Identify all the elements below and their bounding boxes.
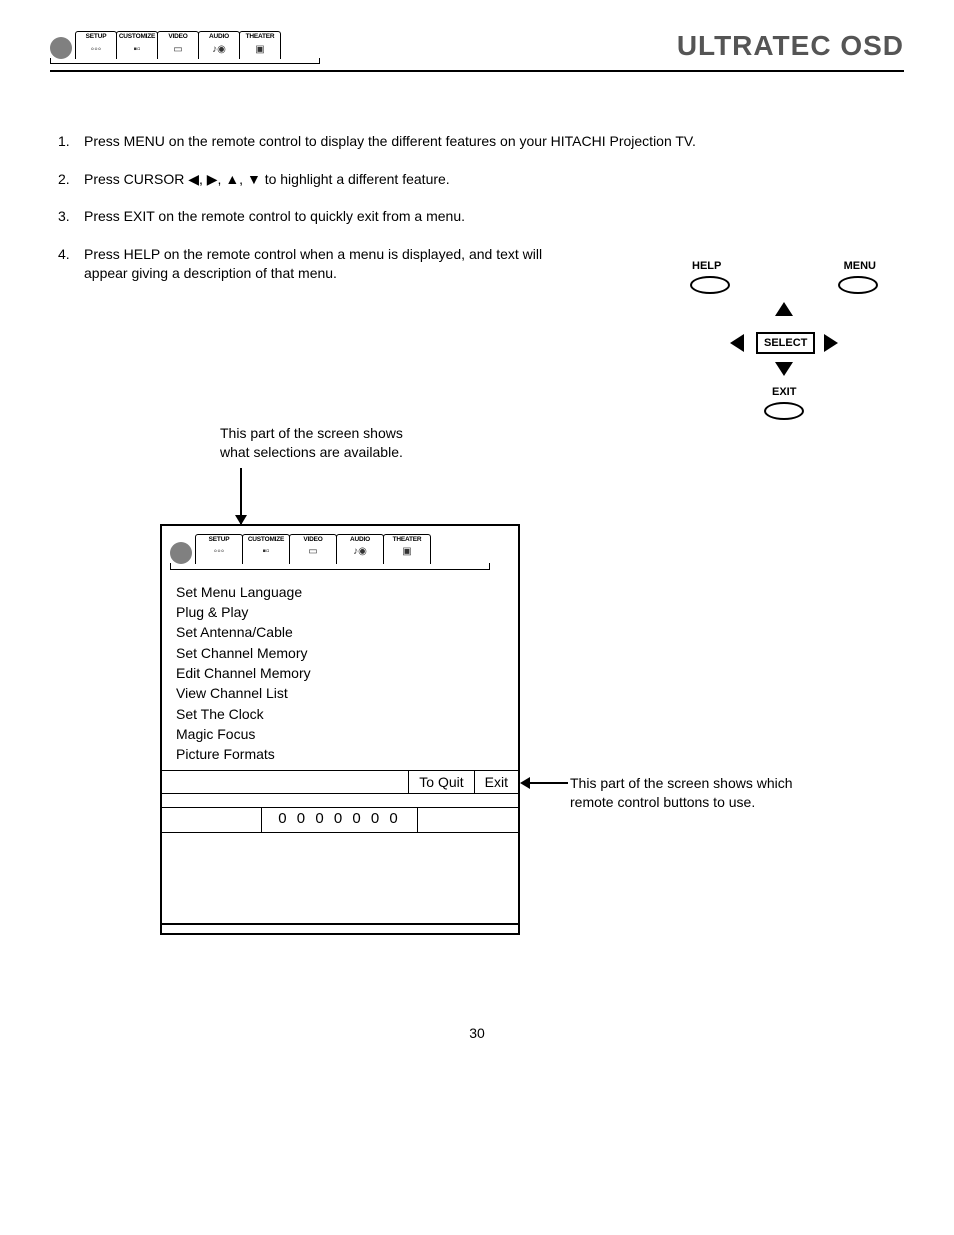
tab-video: VIDEO ▭ xyxy=(157,31,199,59)
counter-row: 0 0 0 0 0 0 0 xyxy=(162,807,518,833)
tab-video: VIDEO ▭ xyxy=(289,534,337,564)
header-tabstrip-container: SETUP ◦◦◦ CUSTOMIZE ▪▫ VIDEO ▭ AUDIO ♪◉ … xyxy=(50,31,320,64)
tab-setup: SETUP ◦◦◦ xyxy=(195,534,243,564)
remote-diagram: HELP MENU SELECT EXIT xyxy=(684,260,884,430)
tv-tabstrip: SETUP ◦◦◦ CUSTOMIZE ▪▫ VIDEO ▭ xyxy=(170,534,510,564)
callout-buttons: This part of the screen shows which remo… xyxy=(570,774,850,812)
menu-item: Magic Focus xyxy=(176,724,508,744)
tv-top-area: SETUP ◦◦◦ CUSTOMIZE ▪▫ VIDEO ▭ xyxy=(162,526,518,570)
tab-setup: SETUP ◦◦◦ xyxy=(75,31,117,59)
counter-cell-right xyxy=(418,808,518,832)
counter-value: 0 0 0 0 0 0 0 xyxy=(262,808,418,832)
tab-label: AUDIO xyxy=(199,33,239,41)
tab-label: CUSTOMIZE xyxy=(243,536,289,544)
counter-cell-left xyxy=(162,808,262,832)
remote-menu-button-icon xyxy=(838,276,878,294)
callout-arrow-down-icon xyxy=(240,468,242,524)
brand-circle-icon xyxy=(170,542,192,564)
brand-circle-icon xyxy=(50,37,72,59)
tab-label: THEATER xyxy=(384,536,430,544)
audio-icon: ♪◉ xyxy=(199,41,239,57)
exit-label: Exit xyxy=(474,771,518,793)
setup-icon: ◦◦◦ xyxy=(76,41,116,57)
instruction-text: Press HELP on the remote control when a … xyxy=(84,245,578,284)
callout-line: remote control buttons to use. xyxy=(570,793,850,812)
tv-screen-box: SETUP ◦◦◦ CUSTOMIZE ▪▫ VIDEO ▭ xyxy=(160,524,520,936)
video-icon: ▭ xyxy=(290,544,336,560)
menu-item: Set Antenna/Cable xyxy=(176,622,508,642)
instruction-item: 4. Press HELP on the remote control when… xyxy=(58,245,578,284)
page: SETUP ◦◦◦ CUSTOMIZE ▪▫ VIDEO ▭ AUDIO ♪◉ … xyxy=(0,0,954,1081)
osd-diagram-section: This part of the screen shows what selec… xyxy=(50,424,904,935)
menu-item: Set The Clock xyxy=(176,704,508,724)
video-icon: ▭ xyxy=(158,41,198,57)
instruction-number: 2. xyxy=(58,170,84,190)
tv-footer-bar xyxy=(162,923,518,933)
callout-arrow-left-icon xyxy=(522,782,568,784)
tab-label: AUDIO xyxy=(337,536,383,544)
page-title: Ultratec OSD xyxy=(677,30,904,64)
tv-bottom-space xyxy=(162,833,518,923)
tv-gap xyxy=(162,793,518,807)
instruction-number: 4. xyxy=(58,245,84,284)
menu-item: Set Channel Memory xyxy=(176,643,508,663)
tab-customize: CUSTOMIZE ▪▫ xyxy=(116,31,158,59)
instruction-text: Press CURSOR ◀, ▶, ▲, ▼ to highlight a d… xyxy=(84,170,878,190)
setup-icon: ◦◦◦ xyxy=(196,544,242,560)
tv-tabstrip-container: SETUP ◦◦◦ CUSTOMIZE ▪▫ VIDEO ▭ xyxy=(170,534,510,570)
quit-row: To Quit Exit xyxy=(162,770,518,793)
menu-item: Picture Formats xyxy=(176,744,508,764)
instruction-text: Press MENU on the remote control to disp… xyxy=(84,132,878,152)
cursor-right-icon xyxy=(824,334,838,352)
tab-audio: AUDIO ♪◉ xyxy=(198,31,240,59)
tab-audio: AUDIO ♪◉ xyxy=(336,534,384,564)
remote-menu-label: MENU xyxy=(844,260,876,272)
menu-items-list: Set Menu Language Plug & Play Set Antenn… xyxy=(162,578,518,771)
osd-diagram-row: SETUP ◦◦◦ CUSTOMIZE ▪▫ VIDEO ▭ xyxy=(160,524,904,936)
tab-theater: THEATER ▣ xyxy=(383,534,431,564)
menu-item: Edit Channel Memory xyxy=(176,663,508,683)
customize-icon: ▪▫ xyxy=(243,544,289,560)
remote-exit-label: EXIT xyxy=(772,386,796,398)
callout-line: what selections are available. xyxy=(220,443,904,462)
remote-help-label: HELP xyxy=(692,260,721,272)
tab-label: VIDEO xyxy=(158,33,198,41)
tabstrip-underline xyxy=(170,563,490,570)
theater-icon: ▣ xyxy=(240,41,280,57)
menu-item: Set Menu Language xyxy=(176,582,508,602)
tab-theater: THEATER ▣ xyxy=(239,31,281,59)
menu-item: View Channel List xyxy=(176,683,508,703)
tab-label: CUSTOMIZE xyxy=(117,33,157,41)
instruction-number: 3. xyxy=(58,207,84,227)
instruction-item: 1. Press MENU on the remote control to d… xyxy=(58,132,878,152)
tab-label: THEATER xyxy=(240,33,280,41)
cursor-down-icon xyxy=(775,362,793,376)
instruction-number: 1. xyxy=(58,132,84,152)
cursor-up-icon xyxy=(775,302,793,316)
theater-icon: ▣ xyxy=(384,544,430,560)
callout-line: This part of the screen shows which xyxy=(570,774,850,793)
quit-spacer xyxy=(162,771,408,793)
remote-exit-button-icon xyxy=(764,402,804,420)
tab-customize: CUSTOMIZE ▪▫ xyxy=(242,534,290,564)
remote-select-button: SELECT xyxy=(756,332,815,354)
tab-label: VIDEO xyxy=(290,536,336,544)
audio-icon: ♪◉ xyxy=(337,544,383,560)
tab-label: SETUP xyxy=(196,536,242,544)
tab-label: SETUP xyxy=(76,33,116,41)
header-tabstrip: SETUP ◦◦◦ CUSTOMIZE ▪▫ VIDEO ▭ AUDIO ♪◉ … xyxy=(50,31,320,59)
menu-item: Plug & Play xyxy=(176,602,508,622)
quit-label: To Quit xyxy=(408,771,473,793)
instruction-item: 3. Press EXIT on the remote control to q… xyxy=(58,207,878,227)
instruction-item: 2. Press CURSOR ◀, ▶, ▲, ▼ to highlight … xyxy=(58,170,878,190)
customize-icon: ▪▫ xyxy=(117,41,157,57)
instruction-text: Press EXIT on the remote control to quic… xyxy=(84,207,878,227)
cursor-left-icon xyxy=(730,334,744,352)
page-number: 30 xyxy=(50,1025,904,1041)
page-header: SETUP ◦◦◦ CUSTOMIZE ▪▫ VIDEO ▭ AUDIO ♪◉ … xyxy=(50,30,904,72)
remote-help-button-icon xyxy=(690,276,730,294)
